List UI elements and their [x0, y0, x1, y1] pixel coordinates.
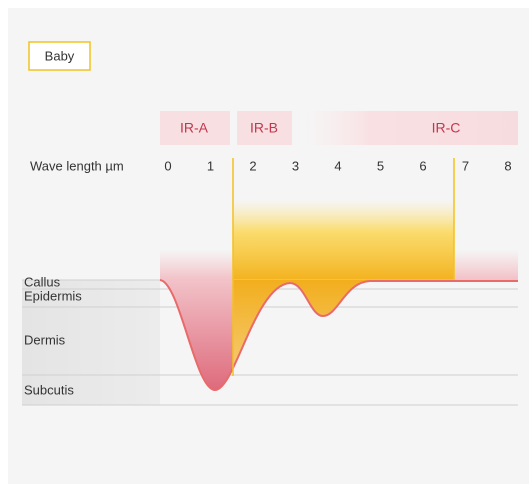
- absorption-area: [233, 280, 518, 368]
- scale-tick: 8: [504, 158, 511, 173]
- ir-a-bg: [160, 111, 230, 145]
- scale-tick: 0: [164, 158, 171, 173]
- layer-label: Subcutis: [24, 382, 74, 397]
- scale-tick: 5: [377, 158, 384, 173]
- layer-label: Dermis: [24, 332, 66, 347]
- layer-bg: [22, 280, 160, 405]
- ir-b-glow: [233, 200, 454, 280]
- absorption-curve: [159, 279, 518, 392]
- layer-label: Callus: [24, 274, 61, 289]
- scale-tick: 1: [207, 158, 214, 173]
- scale-tick: 6: [419, 158, 426, 173]
- scale-tick: 2: [249, 158, 256, 173]
- band-label: IR-B: [250, 120, 278, 136]
- layer-label: Epidermis: [24, 288, 82, 303]
- scale-tick: 7: [462, 158, 469, 173]
- scale-tick: 4: [334, 158, 341, 173]
- scale-label: Wave length µm: [30, 158, 124, 173]
- band-label: IR-A: [180, 120, 209, 136]
- ir-c-glow: [454, 250, 518, 280]
- ir-a-glow: [160, 250, 233, 280]
- band-label: IR-C: [432, 120, 461, 136]
- ir-b-bg: [237, 111, 292, 145]
- badge: Baby: [45, 48, 75, 63]
- ir-c-bg: [305, 111, 518, 145]
- badge-box: [28, 41, 91, 71]
- scale-tick: 3: [292, 158, 299, 173]
